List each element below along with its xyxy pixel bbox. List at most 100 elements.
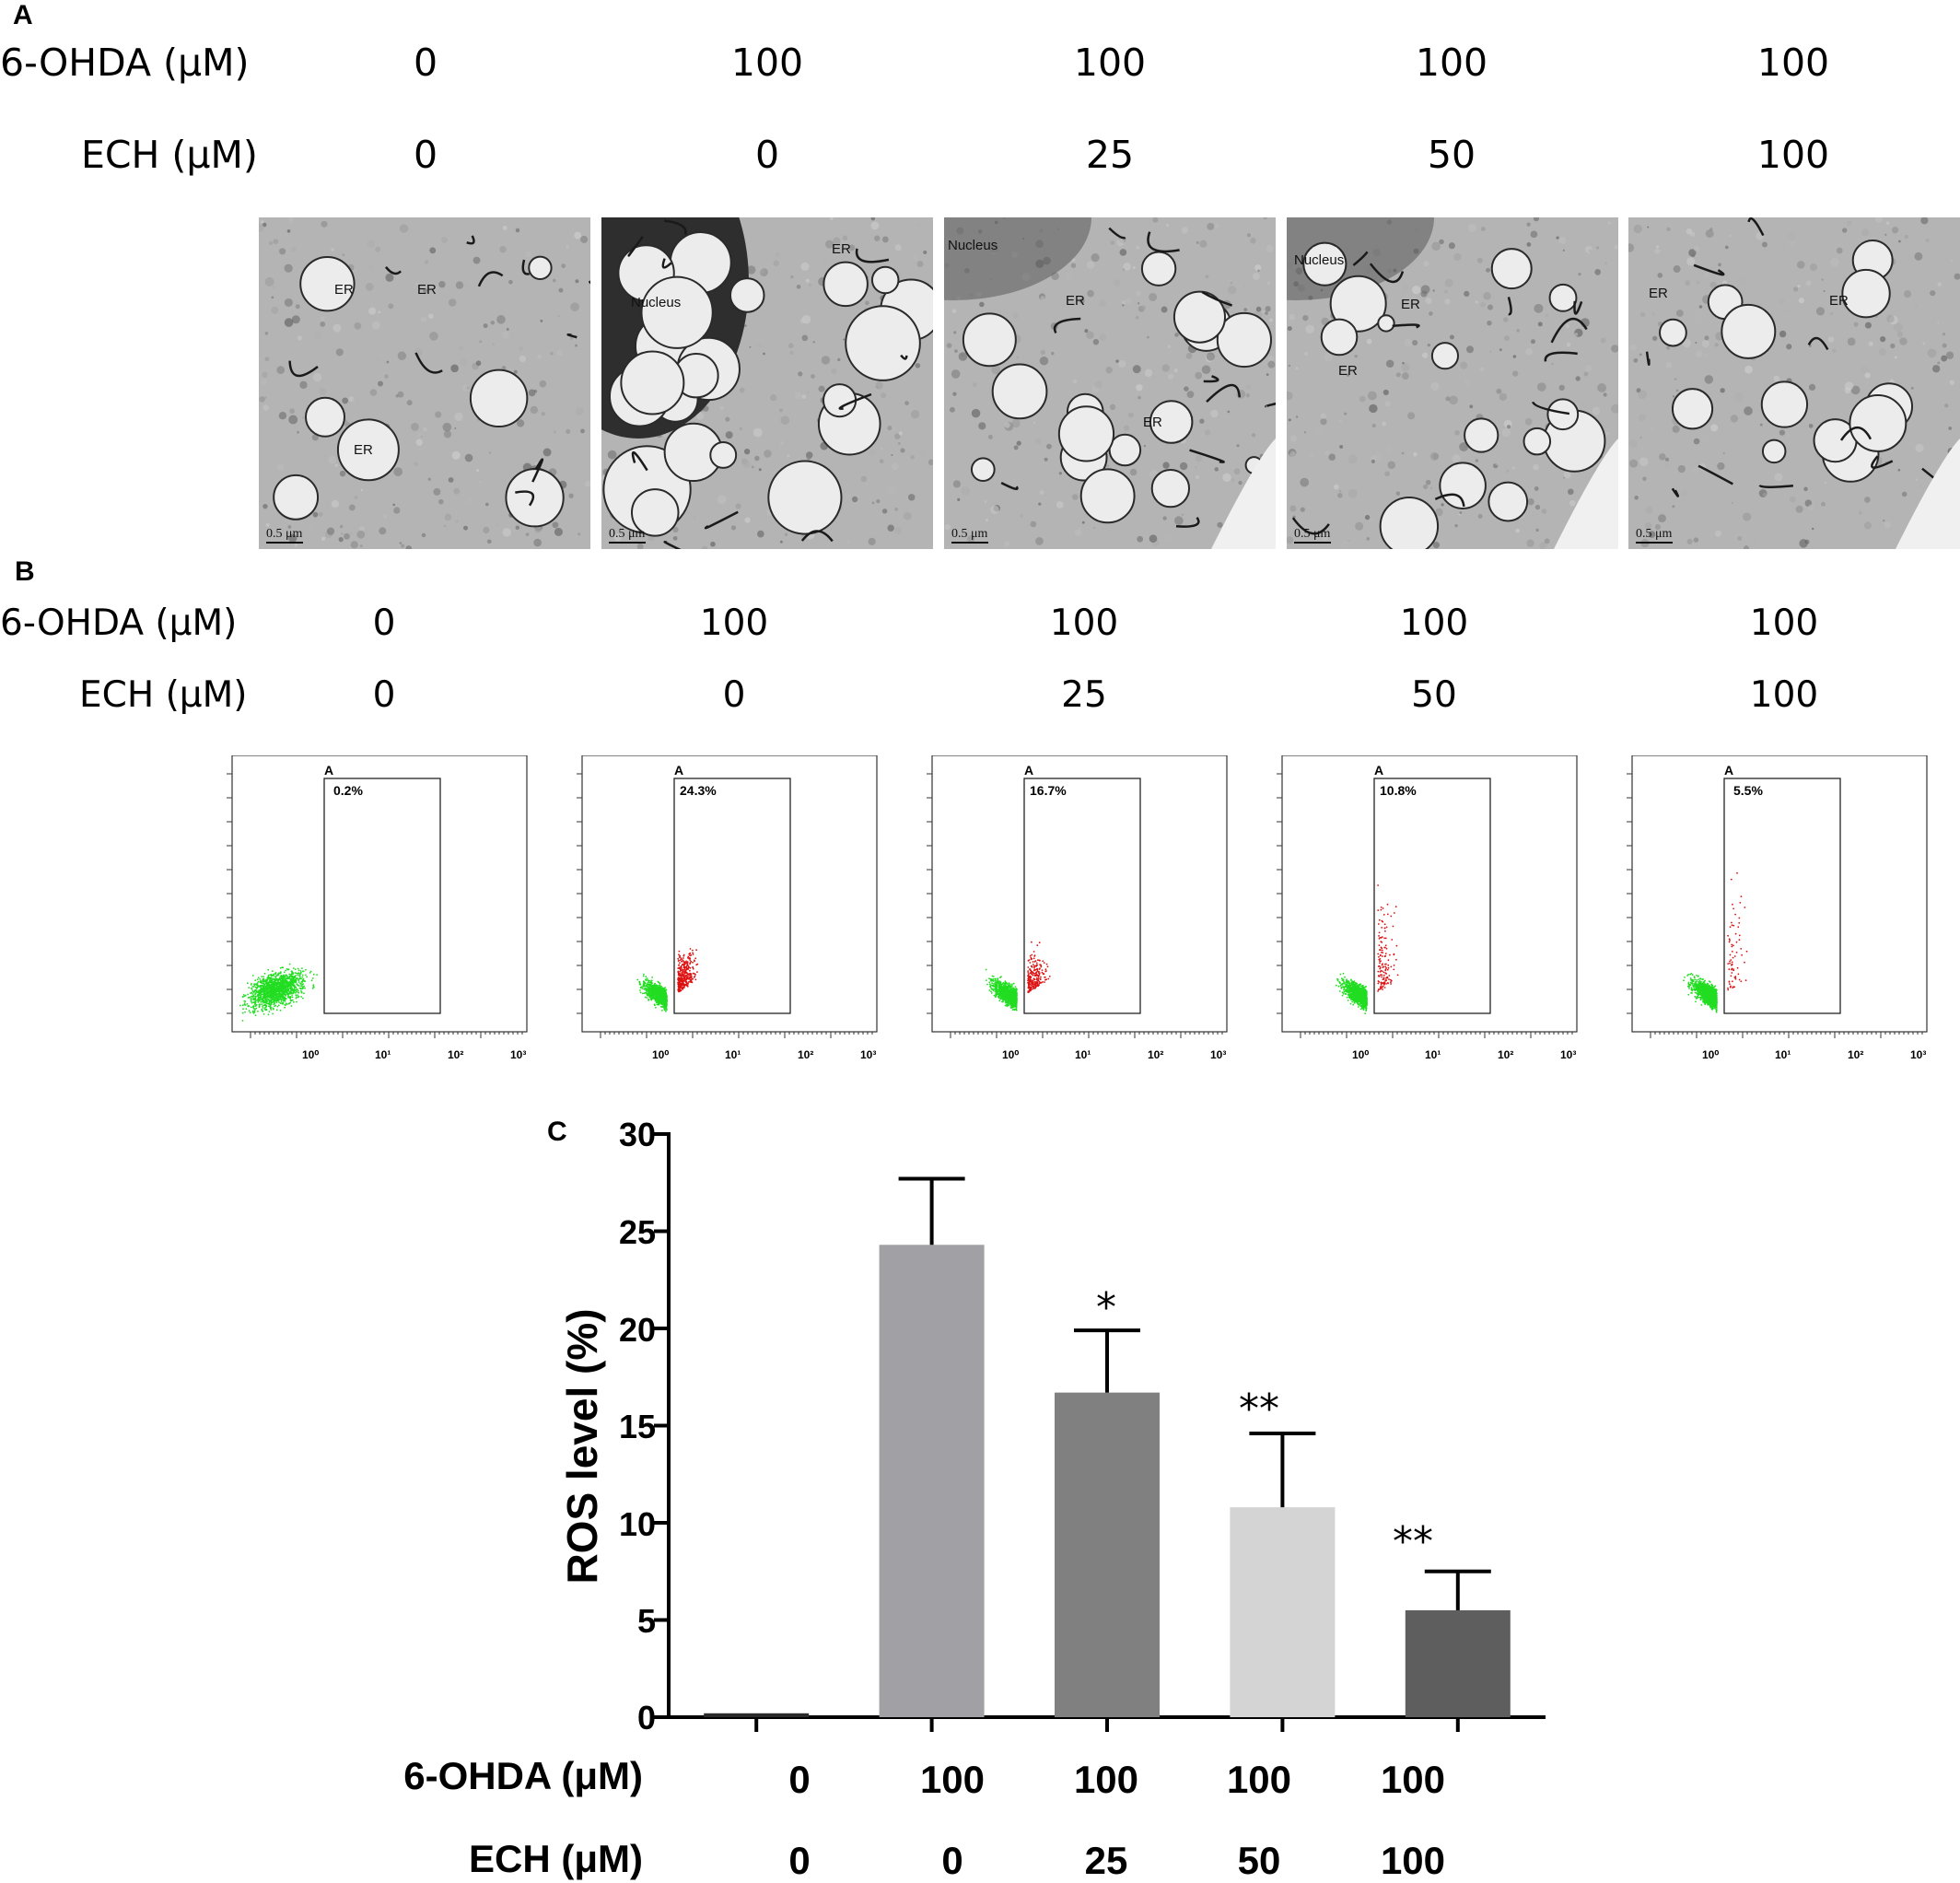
gated-event-dot <box>686 969 688 971</box>
panel-b-letter: B <box>15 556 35 588</box>
gated-event-dot <box>681 961 682 963</box>
event-dot <box>266 999 268 1000</box>
em-granule <box>1566 324 1569 328</box>
event-dot <box>265 996 267 998</box>
em-granule <box>1126 298 1131 303</box>
em-granule <box>392 504 395 507</box>
event-dot <box>662 1006 664 1008</box>
em-granule <box>1546 314 1548 317</box>
em-granule <box>1195 372 1202 380</box>
em-granule <box>743 461 751 468</box>
em-granule <box>378 381 383 387</box>
event-dot <box>986 984 988 986</box>
event-dot <box>300 970 302 972</box>
em-granule <box>798 371 802 376</box>
em-granule <box>1215 224 1219 228</box>
event-dot <box>291 988 293 990</box>
em-granule <box>1429 311 1433 316</box>
em-granule <box>773 261 778 266</box>
event-dot <box>277 1006 279 1008</box>
em-vacuole <box>710 442 736 468</box>
gated-event-dot <box>689 953 691 954</box>
em-granule <box>837 358 840 361</box>
event-dot <box>266 997 268 999</box>
event-dot <box>645 982 647 984</box>
em-vacuole <box>306 398 344 437</box>
em-granule <box>368 308 376 315</box>
em-granule <box>1744 406 1753 415</box>
event-dot <box>648 995 649 997</box>
event-dot <box>300 996 302 998</box>
em-granule <box>1592 407 1601 415</box>
event-dot <box>298 968 299 970</box>
em-granule <box>1531 339 1535 344</box>
panel-b-ohda-val: 100 <box>992 602 1176 644</box>
em-granule <box>1925 239 1929 242</box>
gated-event-dot <box>678 965 680 966</box>
em-granule <box>277 463 285 471</box>
em-granule <box>1847 220 1852 226</box>
event-dot <box>657 1000 659 1001</box>
gated-event-dot <box>683 969 685 971</box>
em-granule <box>1481 227 1486 231</box>
em-granule <box>296 304 300 309</box>
em-micrograph: Nucleus ER ER 0.5 μm <box>944 217 1276 549</box>
event-dot <box>274 1000 276 1001</box>
em-granule <box>576 402 579 405</box>
gated-event-dot <box>696 971 698 973</box>
event-dot <box>280 971 282 973</box>
em-granule <box>319 512 323 517</box>
em-granule <box>1783 309 1788 313</box>
event-dot <box>252 999 254 1000</box>
em-granule <box>487 539 492 544</box>
event-dot <box>290 976 292 977</box>
event-dot <box>266 1009 268 1011</box>
em-granule <box>1495 461 1500 466</box>
em-granule <box>1796 506 1803 513</box>
gated-event-dot <box>690 948 692 950</box>
em-granule <box>1199 240 1207 248</box>
em-granule <box>950 407 955 413</box>
event-dot <box>283 998 285 1000</box>
event-dot <box>287 969 289 971</box>
event-dot <box>260 998 262 1000</box>
em-granule <box>1412 340 1418 345</box>
event-dot <box>657 993 659 995</box>
em-granule <box>1466 345 1474 353</box>
em-granule <box>321 537 325 541</box>
em-granule <box>1691 254 1695 258</box>
event-dot <box>287 997 289 999</box>
em-granule <box>1692 466 1699 474</box>
em-granule <box>578 532 580 535</box>
panel-a-ohda-val: 100 <box>675 41 859 85</box>
gated-event-dot <box>692 966 694 968</box>
em-granule <box>324 354 328 357</box>
em-granule <box>1652 336 1657 341</box>
em-granule <box>1099 299 1106 307</box>
event-dot <box>257 1011 259 1012</box>
em-granule <box>1743 512 1751 520</box>
em-granule <box>1433 542 1440 548</box>
em-granule <box>342 253 344 256</box>
em-granule <box>1880 336 1885 342</box>
em-granule <box>261 379 267 385</box>
em-granule <box>525 296 533 304</box>
event-dot <box>664 998 666 1000</box>
event-dot <box>252 1012 254 1013</box>
event-dot <box>297 984 298 986</box>
event-dot <box>659 990 660 992</box>
em-granule <box>1087 261 1095 269</box>
event-dot <box>666 1000 668 1001</box>
event-dot <box>260 996 262 998</box>
event-dot <box>303 986 305 988</box>
em-granule <box>870 221 879 229</box>
scale-label: 0.5 μm <box>266 527 302 542</box>
gated-event-dot <box>694 957 696 959</box>
event-dot <box>283 985 285 987</box>
em-granule <box>265 277 274 287</box>
em-granule <box>1672 505 1674 508</box>
gated-event-dot <box>685 979 687 981</box>
em-granule <box>1238 481 1242 485</box>
gated-event-dot <box>679 973 681 975</box>
gated-event-dot <box>695 979 697 981</box>
